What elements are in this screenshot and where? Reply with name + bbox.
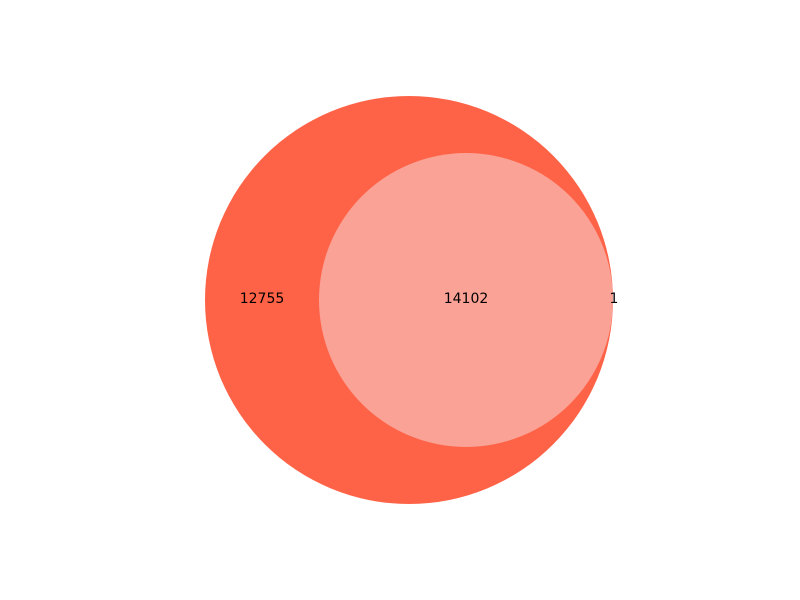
- region-only-b-label: 1: [610, 291, 619, 307]
- region-intersection-label: 14102: [444, 291, 489, 307]
- region-only-a-label: 12755: [240, 291, 285, 307]
- set-b-circle: [319, 153, 613, 447]
